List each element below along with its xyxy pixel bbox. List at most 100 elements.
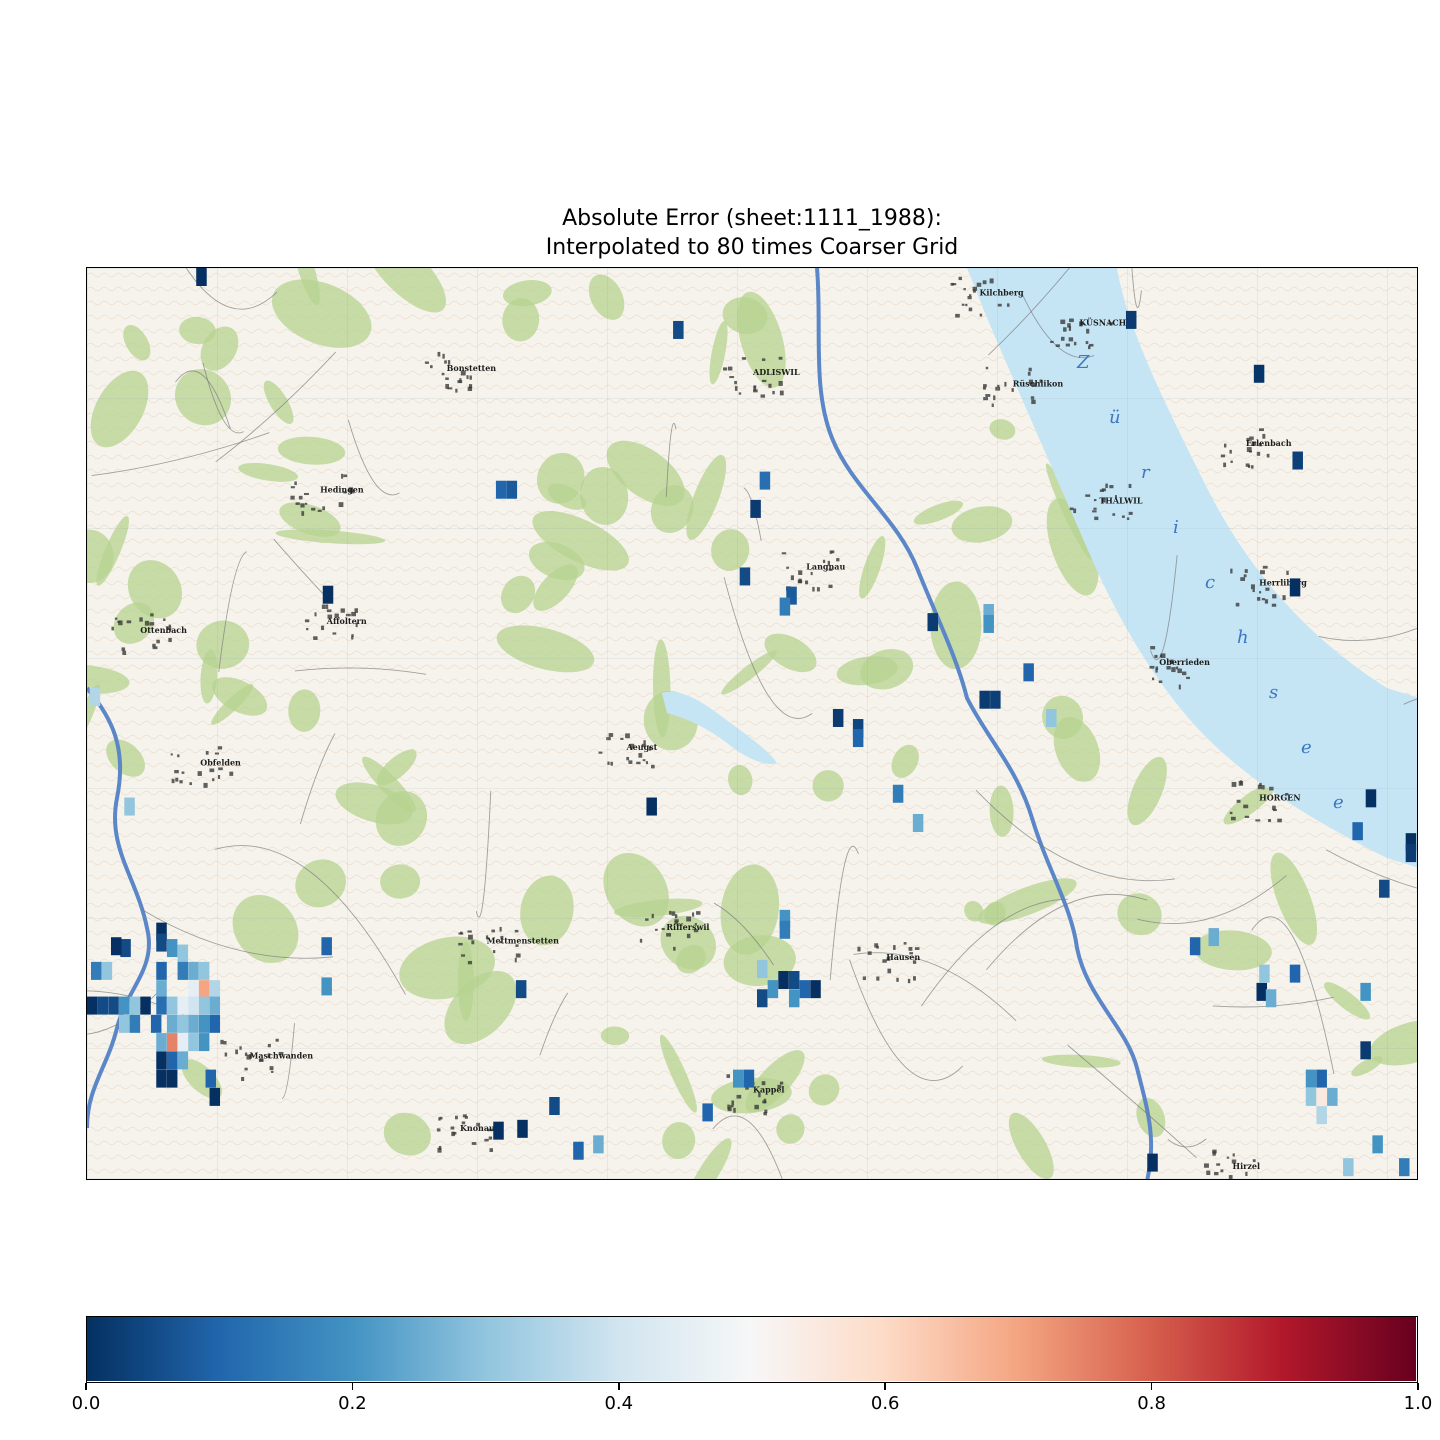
error-cell [188,1033,199,1052]
error-cell [150,1014,162,1033]
error-cell [188,980,199,999]
error-cell [646,797,657,816]
error-cell [593,1135,604,1154]
error-cell [852,719,864,738]
error-cell [702,1103,713,1122]
error-cell [118,996,130,1015]
error-cell [1305,1069,1317,1088]
lake-labels: Zü r i c h s e e [1076,352,1344,813]
error-cell [188,961,199,980]
topographic-map: Bonstetten Hedingen Affoltern Ottenbach Obfe… [87,268,1417,1180]
error-cell [205,1069,217,1088]
error-cell [120,939,131,958]
error-cell [198,980,210,999]
place-label: Aeugst [625,742,657,752]
error-cell [810,980,821,999]
error-cell [188,996,199,1015]
colorbar-tick-mark [884,1383,886,1390]
place-label: Rifferswil [666,922,709,932]
error-cell [110,937,122,956]
colorbar-ticks: 0.0 0.2 0.4 0.6 0.8 1.0 [72,1383,1432,1423]
error-cell [166,1033,178,1052]
colorbar-tick-mark [351,1383,354,1390]
error-cell [166,996,178,1015]
figure-title: Absolute Error (sheet:1111_1988): Interp… [86,204,1418,262]
error-cell [892,784,904,803]
place-label: Hedingen [320,485,364,495]
error-cell [177,944,189,963]
map-panel[interactable]: Bonstetten Hedingen Affoltern Ottenbach Obfe… [86,267,1418,1180]
error-cell [198,996,210,1015]
error-cell [1365,789,1377,808]
error-cell [1292,451,1303,470]
error-cell [90,961,102,980]
error-cell [1147,1153,1158,1172]
error-cell [983,603,994,622]
error-cell [517,1119,528,1138]
error-cell [188,1014,199,1033]
place-label: Langnau [806,561,845,571]
error-cell [739,567,751,586]
lake-letter: e [1333,792,1344,813]
error-cell [1360,982,1371,1001]
error-cell [756,960,768,979]
place-label: Herrliberg [1259,578,1307,588]
lake-letter: e [1301,737,1312,758]
place-label: Ottenbach [140,625,187,635]
error-cell [1265,989,1277,1008]
place-label: Obfelden [200,758,241,768]
error-cell [983,614,994,633]
error-cell [506,480,518,499]
lake-letter: Z [1076,352,1090,373]
error-cell [1405,844,1417,863]
error-cell [759,471,771,490]
error-cell [322,585,334,604]
error-cell [1253,364,1265,383]
colorbar-tick-label: 0.6 [870,1393,900,1414]
error-cell [852,729,864,748]
error-cell [89,687,101,706]
error-cell [912,813,924,832]
error-cell [927,613,938,632]
place-label: Rüschlikon [1013,379,1064,389]
error-cell [1259,964,1270,983]
colorbar [86,1316,1418,1383]
place-label: Knonau [460,1123,495,1133]
place-label: Bonstetten [447,363,497,373]
error-cell [1372,1135,1383,1154]
place-label: Maschwanden [250,1051,314,1061]
error-cell [1289,964,1301,983]
coordinate-grid [87,268,1417,1179]
error-cell [124,797,135,816]
error-cell [209,996,221,1015]
error-cell [156,961,167,980]
colorbar-gradient [87,1317,1416,1381]
error-cell [767,980,779,999]
place-label: Mettmenstetten [487,936,559,946]
error-cell [156,933,167,952]
error-cell [1399,1158,1410,1177]
error-cell [1125,310,1137,329]
colorbar-tick-label: 0.0 [71,1393,101,1414]
error-cell [97,996,109,1015]
error-cell [177,1033,189,1052]
error-cell [198,961,210,980]
error-cell [1327,1087,1338,1106]
error-cell [1360,1041,1371,1060]
colorbar-tick-label: 0.8 [1137,1393,1166,1414]
error-cell [156,996,167,1015]
error-cell [979,690,990,709]
error-cell [198,1014,210,1033]
error-cell [156,922,167,941]
error-cell [293,1179,304,1180]
error-cell [1305,1087,1317,1106]
place-label: Kilchberg [979,287,1024,297]
place-label: HORGEN [1259,792,1300,802]
place-label: Kappel [753,1084,784,1094]
error-cell [166,1051,178,1070]
error-cell [140,996,151,1015]
error-cell [177,1051,189,1070]
place-label: Erlenbach [1246,438,1292,448]
error-cell [1289,578,1301,597]
error-cell [1189,937,1201,956]
